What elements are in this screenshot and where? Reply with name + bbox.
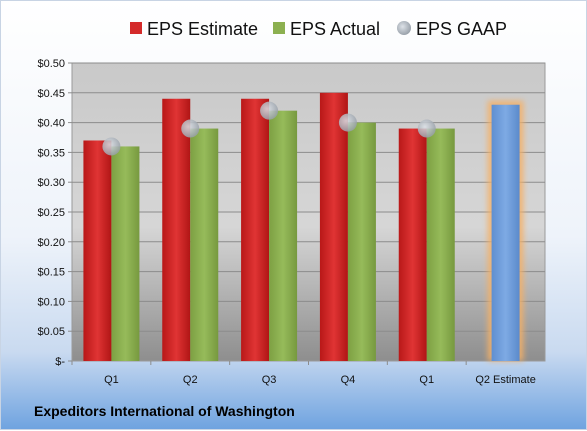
y-tick-label: $0.50 xyxy=(37,58,65,70)
eps-gaap-dot xyxy=(260,101,279,120)
y-tick-label: $0.20 xyxy=(37,237,65,249)
y-tick-label: $0.45 xyxy=(37,88,65,100)
eps-actual-bar xyxy=(269,110,298,362)
gridlines xyxy=(72,62,545,332)
eps-estimate-bar xyxy=(83,140,112,361)
eps-actual-bar xyxy=(426,128,455,361)
legend-label-actual: EPS Actual xyxy=(290,19,380,39)
x-tick-label: Q1 xyxy=(419,374,434,386)
y-tick-label: $0.25 xyxy=(37,207,65,219)
bar-series xyxy=(83,92,524,362)
eps-gaap-dot xyxy=(338,113,357,132)
gaap-markers xyxy=(102,101,436,156)
eps-gaap-dot xyxy=(181,119,200,138)
y-tick-label: $0.15 xyxy=(37,267,65,279)
y-tick-label: $0.30 xyxy=(37,177,65,189)
eps-actual-bar xyxy=(111,146,140,361)
y-tick-label: $0.05 xyxy=(37,326,65,338)
y-axis: $- $0.05 $0.10 $0.15 $0.20 $0.25 $0.30 $0.35 $0.… xyxy=(37,58,72,368)
eps-estimate-bar xyxy=(241,98,270,361)
eps-actual-bar xyxy=(347,122,376,361)
y-tick-label: $- xyxy=(55,356,65,368)
legend-swatch-gaap xyxy=(397,21,411,35)
eps-gaap-dot xyxy=(417,119,436,138)
x-tick-label: Q1 xyxy=(104,374,119,386)
eps-estimate-bar xyxy=(398,128,427,361)
eps-gaap-dot xyxy=(102,137,121,156)
eps-estimate-bar xyxy=(319,92,348,362)
legend-label-gaap: EPS GAAP xyxy=(416,19,507,39)
x-axis: Q1 Q2 Q3 Q4 Q1 Q2 Estimate xyxy=(71,361,536,386)
x-tick-label: Q3 xyxy=(262,374,277,386)
legend: EPS Estimate EPS Actual EPS GAAP xyxy=(130,19,507,39)
y-tick-label: $0.10 xyxy=(37,296,65,308)
x-tick-label: Q2 Estimate xyxy=(475,374,536,386)
legend-swatch-actual xyxy=(273,22,285,34)
eps-actual-bar xyxy=(190,128,219,361)
x-tick-label: Q2 xyxy=(183,374,198,386)
y-tick-label: $0.35 xyxy=(37,147,65,159)
eps-forecast-bar xyxy=(491,104,520,361)
x-tick-label: Q4 xyxy=(341,374,356,386)
legend-swatch-estimate xyxy=(130,22,142,34)
company-name: Expeditors International of Washington xyxy=(34,403,295,419)
legend-label-estimate: EPS Estimate xyxy=(147,19,258,39)
y-tick-label: $0.40 xyxy=(37,118,65,130)
eps-estimate-bar xyxy=(162,98,191,361)
